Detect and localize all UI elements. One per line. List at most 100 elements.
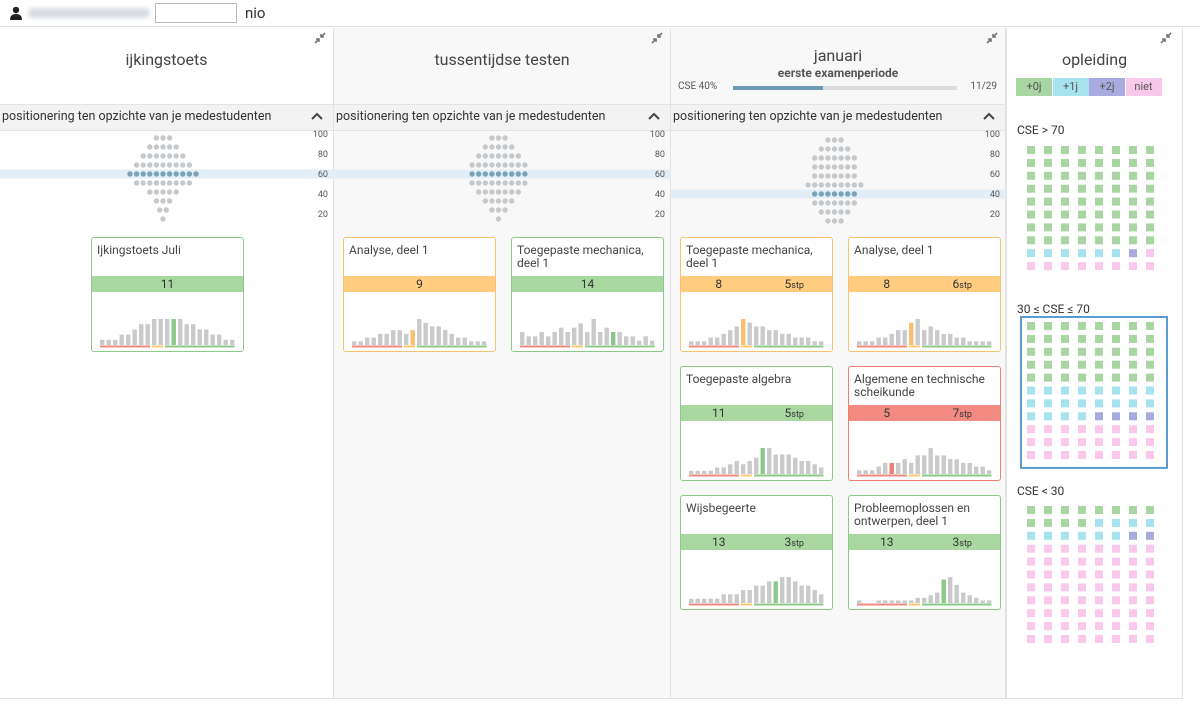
course-card[interactable]: Toegepaste mechanica, deel 1 8 5stp	[680, 237, 833, 352]
student-dot	[166, 171, 173, 177]
group-label: CSE > 70	[1017, 123, 1065, 137]
score: 5	[883, 406, 891, 420]
course-card[interactable]: Analyse, deel 1 9	[343, 237, 496, 352]
section-header: positionering ten opzichte van je medest…	[0, 104, 333, 131]
student-square	[1112, 347, 1120, 356]
student-dot	[160, 153, 166, 159]
student-dot	[845, 191, 851, 197]
student-square	[1112, 583, 1120, 592]
student-grid[interactable]	[1020, 140, 1170, 281]
student-square	[1061, 236, 1069, 245]
student-dot	[160, 162, 166, 168]
legend-item[interactable]: +2j	[1089, 78, 1125, 96]
histogram-bar	[145, 324, 150, 345]
student-dot	[153, 198, 160, 204]
student-square	[1146, 531, 1154, 540]
student-dot	[495, 189, 502, 195]
course-card[interactable]: Probleemoplossen en ontwerpen, deel 1 13 3…	[848, 495, 1001, 610]
histogram-bar	[902, 330, 907, 345]
student-dot	[482, 171, 488, 177]
histogram-bar	[165, 319, 170, 345]
collapse-chevron[interactable]	[648, 112, 660, 120]
student-dot	[502, 189, 508, 195]
student-square	[1129, 373, 1137, 382]
histogram-bar	[961, 337, 966, 345]
card-title: Toegepaste algebra	[686, 372, 792, 386]
legend-item[interactable]: +0j	[1016, 78, 1052, 96]
student-square	[1078, 570, 1086, 579]
legend-item[interactable]: niet	[1125, 78, 1162, 96]
student-square	[1027, 360, 1035, 369]
course-card[interactable]: Toegepaste mechanica, deel 1 14	[511, 237, 664, 352]
collapse-button[interactable]	[314, 32, 326, 44]
student-grid[interactable]	[1020, 316, 1170, 470]
course-card[interactable]: Algemene en technische scheikunde 5 7stp	[848, 366, 1001, 481]
student-square	[1027, 347, 1035, 356]
collapse-button[interactable]	[651, 32, 663, 44]
column-title: tussentijdse testen	[434, 50, 570, 69]
student-square	[1112, 334, 1120, 343]
student-square	[1078, 373, 1086, 382]
student-square	[1095, 236, 1103, 245]
course-card[interactable]: Toegepaste algebra 11 5stp	[680, 366, 833, 481]
student-square	[1027, 531, 1035, 540]
student-square	[1095, 334, 1103, 343]
histogram-bar	[721, 467, 726, 474]
histogram-bar	[922, 330, 927, 345]
student-square	[1112, 570, 1120, 579]
student-square	[1061, 171, 1069, 180]
student-dot	[469, 171, 475, 177]
histogram-bar	[760, 448, 765, 474]
student-dot	[845, 200, 851, 206]
histogram-bar	[456, 337, 461, 345]
student-dot	[153, 180, 160, 186]
histogram-bar	[780, 577, 785, 603]
collapse-button[interactable]	[986, 32, 998, 44]
histogram-bar	[708, 598, 713, 603]
collapse-button[interactable]	[1160, 32, 1172, 44]
student-dot	[153, 189, 160, 195]
histogram-bar	[987, 470, 992, 474]
student-square	[1112, 197, 1120, 206]
student-square	[1112, 531, 1120, 540]
histogram-bar	[643, 336, 648, 345]
histogram-bar	[806, 585, 811, 603]
student-square	[1027, 596, 1035, 605]
student-dot	[157, 207, 163, 213]
histogram-bar	[793, 581, 798, 603]
student-square	[1061, 347, 1069, 356]
student-square	[1146, 412, 1154, 421]
histogram-bar	[230, 339, 235, 345]
y-tick-label: 40	[990, 190, 1000, 200]
histogram-bar	[734, 461, 739, 474]
student-square	[1027, 583, 1035, 592]
course-card[interactable]: Wijsbegeerte 13 3stp	[680, 495, 833, 610]
collapse-chevron[interactable]	[983, 112, 995, 120]
card-title: Analyse, deel 1	[854, 243, 934, 257]
legend-item[interactable]: +1j	[1052, 78, 1089, 96]
student-square	[1112, 210, 1120, 219]
student-dot	[838, 137, 844, 143]
student-grid[interactable]	[1020, 500, 1170, 654]
course-card[interactable]: Ijkingstoets Juli 11	[91, 237, 244, 352]
student-dot	[495, 216, 502, 222]
student-square	[1146, 425, 1154, 434]
student-square	[1078, 583, 1086, 592]
student-square	[1061, 635, 1069, 643]
histogram-bar	[578, 323, 583, 345]
credits-unit: stp	[959, 281, 972, 291]
student-square	[1146, 506, 1154, 514]
student-square	[1095, 386, 1103, 395]
student-dot	[838, 191, 844, 197]
course-card[interactable]: Analyse, deel 1 8 6stp	[848, 237, 1001, 352]
student-square	[1044, 334, 1052, 343]
y-tick-label: 40	[655, 190, 665, 200]
student-dot	[186, 171, 193, 177]
student-dot	[812, 164, 818, 170]
collapse-chevron[interactable]	[311, 112, 323, 120]
student-square	[1061, 223, 1069, 232]
student-square	[1044, 223, 1052, 232]
student-dot	[489, 180, 495, 186]
student-square	[1146, 184, 1154, 193]
student-square	[1095, 438, 1103, 447]
